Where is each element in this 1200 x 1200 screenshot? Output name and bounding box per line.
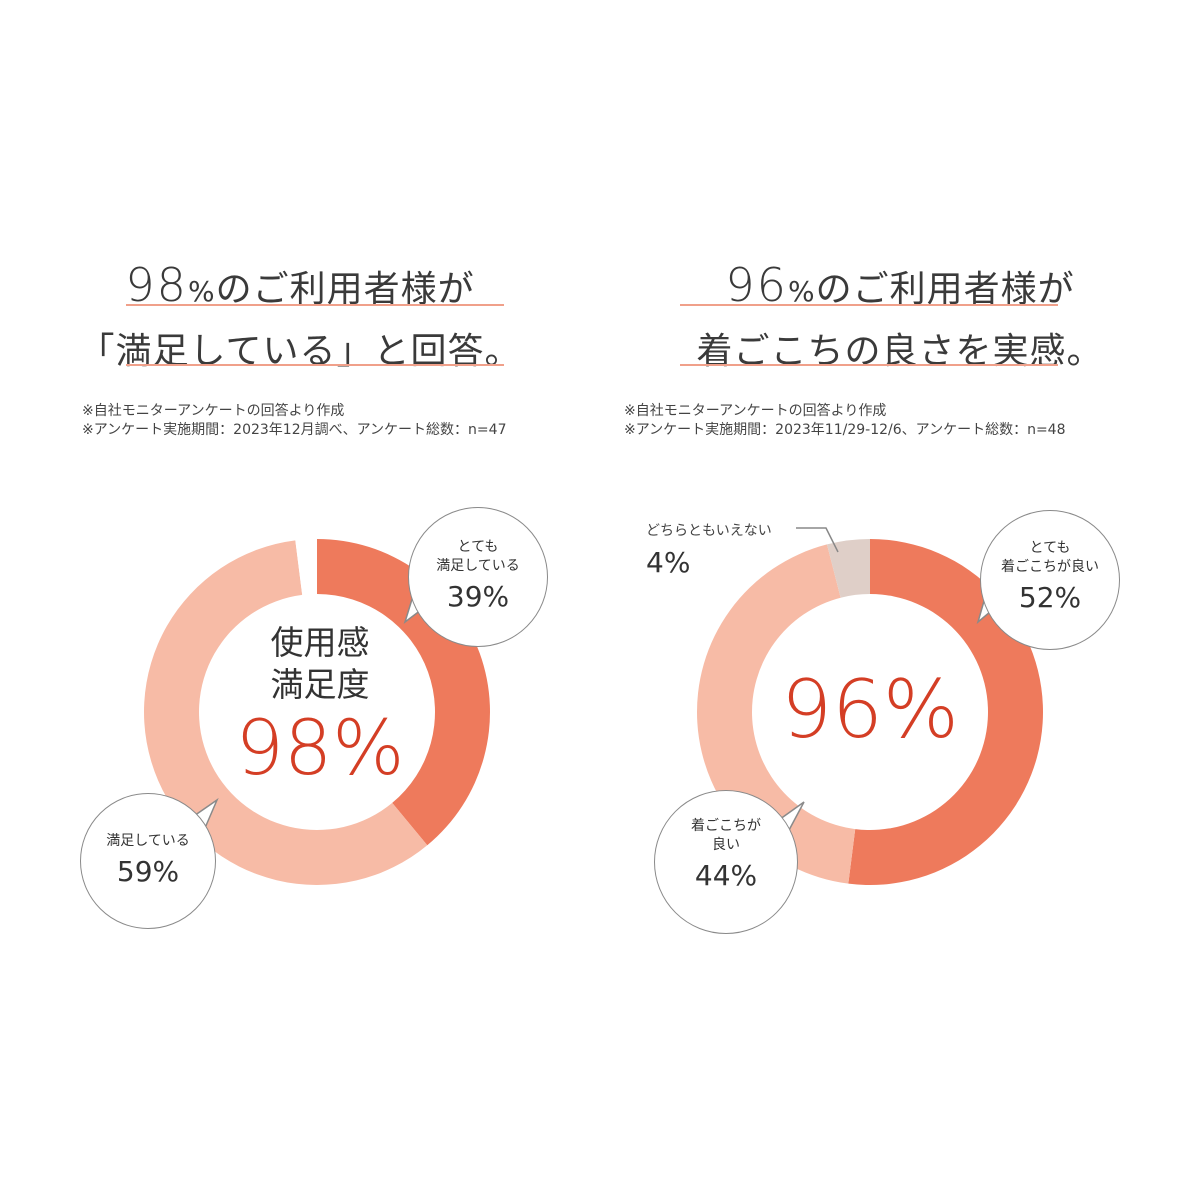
right-headline-number: 96 <box>725 258 788 312</box>
left-headline-number: 98 <box>125 258 188 312</box>
left-center: 使用感 満足度 98% <box>220 622 420 790</box>
bubble-label: とても <box>1029 540 1071 556</box>
right-bubble-very-good: とても 着ごこちが良い 52% <box>980 510 1120 650</box>
left-headline-line1: 98%のご利用者様が <box>0 258 600 312</box>
donut-slice-satisfied <box>143 540 428 885</box>
left-headline-rule-2 <box>126 364 504 366</box>
bubble-label: 良い <box>712 837 740 853</box>
right-headline-rule-1 <box>680 304 1058 306</box>
left-headline-text: のご利用者様が <box>215 269 475 310</box>
right-neutral-value: 4% <box>646 546 691 579</box>
left-note-1: ※自社モニターアンケートの回答より作成 <box>82 403 345 419</box>
right-headline-text: のご利用者様が <box>815 269 1075 310</box>
bubble-label: とても <box>457 539 499 555</box>
right-center-value: 96% <box>781 663 959 756</box>
bubble-value: 52% <box>1018 581 1082 614</box>
left-panel: 98%のご利用者様が 「満足している」と回答。 ※自社モニターアンケートの回答よ… <box>0 258 600 929</box>
donut-slice-very-good <box>848 539 1043 885</box>
right-neutral-leader-line <box>796 527 839 553</box>
right-note-2: ※アンケート実施期間：2023年11/29-12/6、アンケート総数：n=48 <box>624 422 1066 438</box>
right-note-1: ※自社モニターアンケートの回答より作成 <box>624 403 887 419</box>
right-neutral-label: どちらともいえない <box>646 523 772 539</box>
left-headline-percent: % <box>187 275 216 308</box>
right-headline-rule-2 <box>680 364 1058 366</box>
left-center-value: 98% <box>235 703 405 792</box>
donut-slice-neutral <box>826 539 870 598</box>
left-center-label-1: 使用感 <box>270 623 370 662</box>
left-headline-rule-1 <box>126 304 504 306</box>
bubble-value: 39% <box>446 580 510 613</box>
bubble-label: 着ごこちが <box>691 818 761 834</box>
right-headline-percent: % <box>787 275 816 308</box>
left-bubble-very-satisfied: とても 満足している 39% <box>408 507 548 647</box>
bubble-value: 59% <box>116 855 180 888</box>
right-center: 96% <box>770 660 970 760</box>
bubble-label: 満足している <box>106 833 190 849</box>
right-panel: 96%のご利用者様が 着ごこちの良さを実感。 ※自社モニターアンケートの回答より… <box>600 0 1200 1200</box>
left-note-2: ※アンケート実施期間：2023年12月調べ、アンケート総数：n=47 <box>82 422 507 438</box>
right-bubble-good: 着ごこちが 良い 44% <box>654 790 798 934</box>
bubble-label: 満足している <box>436 558 520 574</box>
bubble-value: 44% <box>694 859 758 892</box>
left-center-label-2: 満足度 <box>270 665 370 704</box>
donut-slice-gap <box>295 539 317 595</box>
left-bubble-satisfied: 満足している 59% <box>80 793 216 929</box>
right-headline-line1: 96%のご利用者様が <box>600 258 1200 312</box>
bubble-label: 着ごこちが良い <box>1001 559 1099 575</box>
